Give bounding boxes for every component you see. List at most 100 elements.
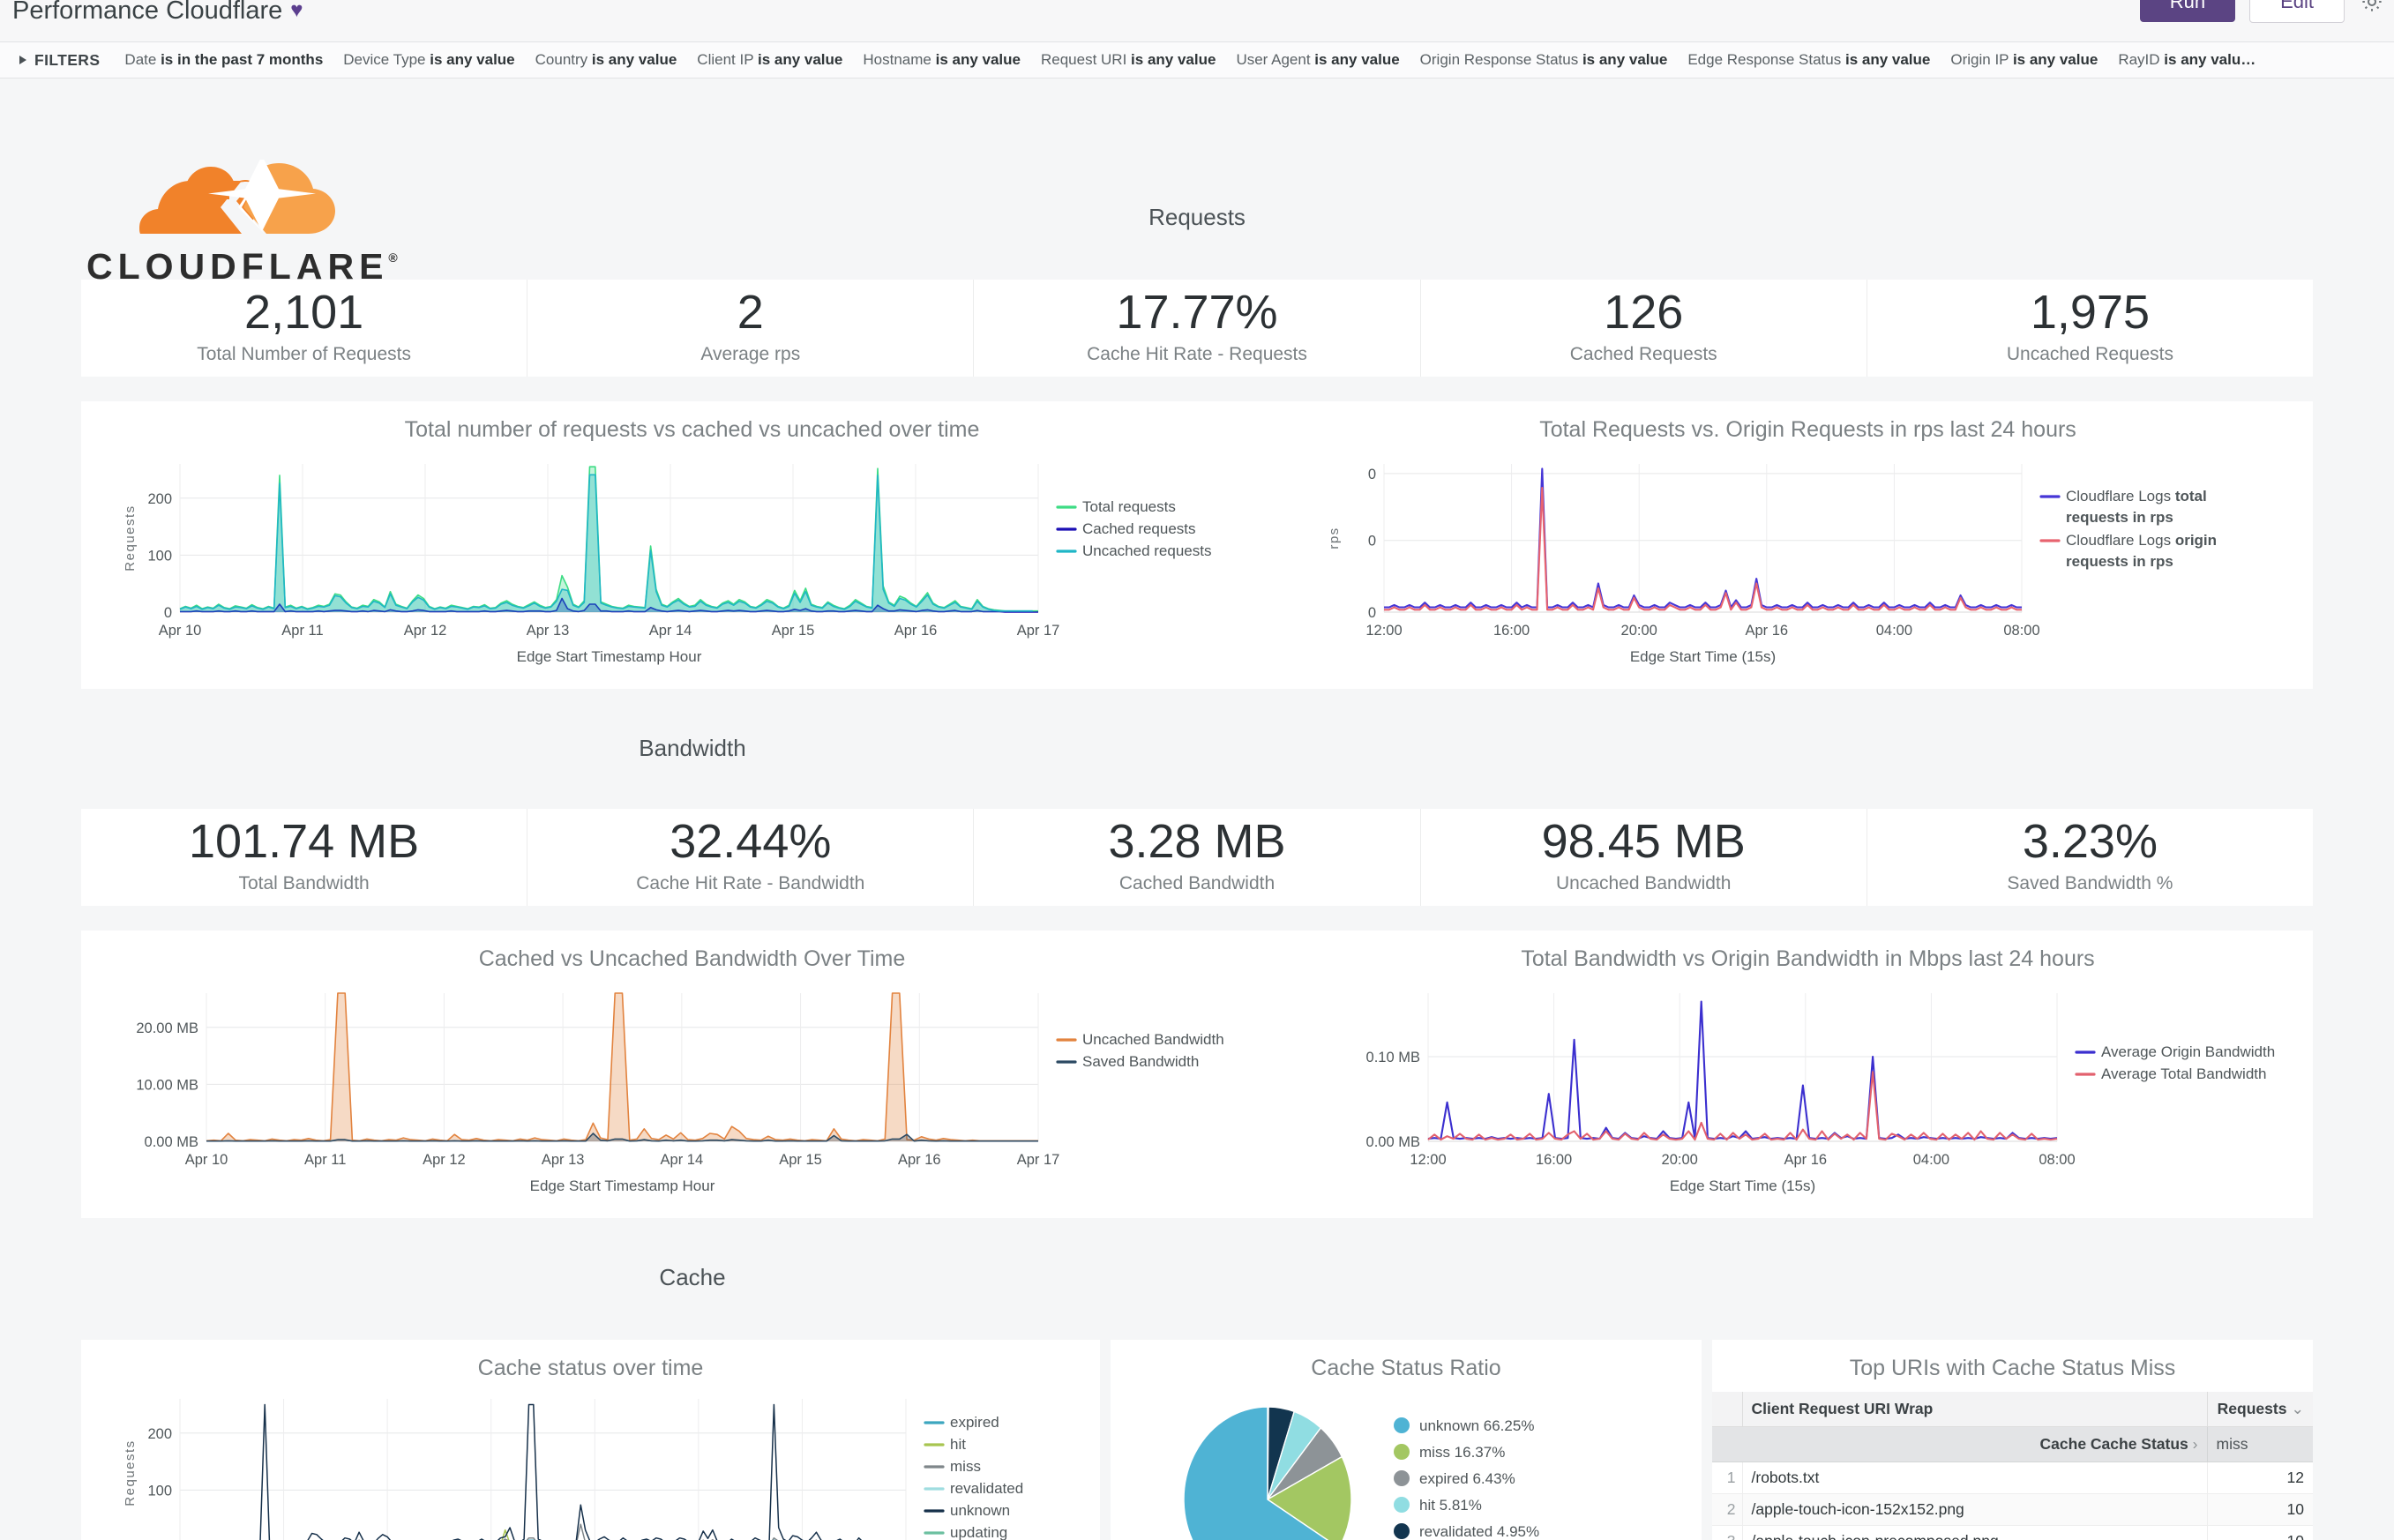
kpi-saved-bandwidth-pct: 3.23% Saved Bandwidth % [1867, 809, 2314, 906]
filter-date[interactable]: Date is in the past 7 months [124, 51, 323, 69]
section-title-cache: Cache [659, 1264, 726, 1290]
filter-name: Origin Response Status [1419, 51, 1579, 68]
svg-text:16:00: 16:00 [1493, 623, 1530, 639]
column-header-uri[interactable]: Client Request URI Wrap [1742, 1392, 2207, 1427]
svg-text:Average Total Bandwidth: Average Total Bandwidth [2101, 1065, 2266, 1082]
kpi-uncached-bandwidth: 98.45 MB Uncached Bandwidth [1420, 809, 1867, 906]
svg-text:unknown 66.25%: unknown 66.25% [1419, 1417, 1534, 1434]
chart-tile-requests-over-time[interactable]: Total number of requests vs cached vs un… [81, 401, 1303, 689]
top-bar-actions: Run Edit [2139, 0, 2385, 23]
svg-text:Apr 15: Apr 15 [772, 623, 815, 639]
chart-area[interactable]: 0 0 0 12:00 16:00 20:00 Apr 16 04:00 08:00 Edge S… [1303, 443, 2313, 681]
table-row[interactable]: 1 /robots.txt 12 [1712, 1462, 2313, 1494]
table-row[interactable]: 2 /apple-touch-icon-152x152.png 10 [1712, 1493, 2313, 1526]
chart-area[interactable]: 0.00 MB 10.00 MB 20.00 MB Apr 10 Apr 11 Apr 1… [81, 972, 1303, 1210]
kpi-average-rps: 2 Average rps [527, 280, 975, 377]
svg-text:Apr 10: Apr 10 [185, 1152, 228, 1168]
kpi-label: Uncached Requests [2006, 344, 2173, 365]
chart-svg-bandwidth-over-time: 0.00 MB 10.00 MB 20.00 MB Apr 10 Apr 11 Apr 1… [136, 992, 1224, 1194]
svg-text:Apr 16: Apr 16 [1784, 1152, 1827, 1168]
row-index: 3 [1712, 1525, 1743, 1540]
svg-text:Cloudflare Logs origin: Cloudflare Logs origin [2066, 532, 2217, 549]
filter-device-type[interactable]: Device Type is any value [343, 51, 514, 69]
chart-tile-bandwidth-mbps-24h[interactable]: Total Bandwidth vs Origin Bandwidth in M… [1303, 931, 2313, 1218]
kpi-label: Cache Hit Rate - Requests [1087, 344, 1307, 365]
svg-text:Apr 16: Apr 16 [898, 1152, 941, 1168]
svg-text:0: 0 [1368, 467, 1376, 482]
run-button[interactable]: Run [2139, 0, 2236, 22]
chart-tile-bandwidth-over-time[interactable]: Cached vs Uncached Bandwidth Over Time 0… [81, 931, 1303, 1218]
filter-name: Request URI [1040, 51, 1127, 68]
kpi-value: 101.74 MB [189, 814, 420, 868]
filter-hostname[interactable]: Hostname is any value [863, 51, 1021, 69]
svg-text:20:00: 20:00 [1662, 1152, 1698, 1168]
svg-text:Uncached Bandwidth: Uncached Bandwidth [1082, 1031, 1224, 1048]
gear-icon[interactable] [2359, 0, 2385, 15]
svg-text:08:00: 08:00 [2003, 623, 2039, 639]
chart-title: Total Bandwidth vs Origin Bandwidth in M… [1521, 946, 2095, 971]
svg-text:requests in rps: requests in rps [2066, 553, 2173, 570]
cell-uri: /robots.txt [1742, 1462, 2207, 1494]
filter-origin-ip[interactable]: Origin IP is any value [1950, 51, 2098, 69]
chart-title: Total Requests vs. Origin Requests in rp… [1539, 417, 2076, 442]
kpi-cached-bandwidth: 3.28 MB Cached Bandwidth [974, 809, 1421, 906]
chart-title: Total number of requests vs cached vs un… [404, 417, 980, 442]
cell-uri: /apple-touch-icon-precomposed.png [1742, 1525, 2207, 1540]
kpi-cache-hit-rate-bandwidth: 32.44% Cache Hit Rate - Bandwidth [527, 809, 975, 906]
svg-text:20.00 MB: 20.00 MB [136, 1020, 198, 1036]
registered-mark: ® [388, 250, 398, 265]
filter-value: is any value [1844, 51, 1931, 68]
cell-requests: 12 [2206, 1462, 2313, 1494]
svg-text:0: 0 [164, 605, 172, 621]
svg-text:miss: miss [950, 1458, 981, 1475]
filter-value: is any value [591, 51, 677, 68]
chart-area[interactable]: 0.00 MB 0.10 MB 12:00 16:00 20:00 Apr 16 04:00… [1303, 972, 2313, 1210]
kpi-cache-hit-rate-requests: 17.77% Cache Hit Rate - Requests [974, 280, 1421, 377]
heart-icon[interactable]: ♥ [290, 0, 303, 22]
svg-text:0.00 MB: 0.00 MB [1366, 1134, 1420, 1150]
svg-text:100: 100 [147, 548, 172, 564]
group-header-label[interactable]: Cache Cache Status › [1712, 1426, 2207, 1462]
row-index: 1 [1712, 1462, 1743, 1494]
column-header-requests[interactable]: Requests ⌄ [2206, 1392, 2313, 1427]
cell-requests: 10 [2206, 1493, 2313, 1526]
filters-toggle[interactable]: FILTERS [19, 51, 100, 70]
svg-text:Apr 11: Apr 11 [304, 1152, 346, 1168]
chart-tile-cache-status-ratio[interactable]: Cache Status Ratio unknown 66.25% miss 16… [1111, 1340, 1702, 1540]
filter-rayid[interactable]: RayID is any valu… [2118, 51, 2256, 69]
chart-area[interactable]: unknown 66.25% miss 16.37% expired 6.43% hi… [1111, 1381, 1702, 1540]
filter-user-agent[interactable]: User Agent is any value [1236, 51, 1399, 69]
filter-name: RayID [2118, 51, 2160, 68]
table-row[interactable]: 3 /apple-touch-icon-precomposed.png 10 [1712, 1525, 2313, 1540]
filter-edge-response-status[interactable]: Edge Response Status is any value [1687, 51, 1930, 69]
filter-request-uri[interactable]: Request URI is any value [1041, 51, 1216, 69]
svg-text:Apr 12: Apr 12 [423, 1152, 466, 1168]
filter-country[interactable]: Country is any value [535, 51, 677, 69]
chevron-right-icon: › [2192, 1435, 2198, 1453]
edit-button[interactable]: Edit [2249, 0, 2345, 23]
filter-origin-response-status[interactable]: Origin Response Status is any value [1420, 51, 1668, 69]
chart-svg-bandwidth-mbps-24h: 0.00 MB 0.10 MB 12:00 16:00 20:00 Apr 16 04:00… [1366, 993, 2275, 1194]
svg-text:0: 0 [1368, 605, 1376, 621]
filter-name: User Agent [1236, 51, 1311, 68]
cloudflare-cloud-icon [139, 160, 335, 235]
filter-value: is any value [2012, 51, 2098, 68]
svg-text:Saved Bandwidth: Saved Bandwidth [1082, 1053, 1199, 1070]
filter-value: is any value [1314, 51, 1400, 68]
kpi-value: 1,975 [2030, 285, 2150, 339]
table-tile-top-uris[interactable]: Top URIs with Cache Status Miss Cache Ca… [1712, 1340, 2313, 1540]
kpi-label: Average rps [700, 344, 801, 365]
chart-tile-requests-rps-24h[interactable]: Total Requests vs. Origin Requests in rp… [1303, 401, 2313, 689]
filter-client-ip[interactable]: Client IP is any value [697, 51, 842, 69]
cell-uri: /apple-touch-icon-152x152.png [1742, 1493, 2207, 1526]
cell-requests: 10 [2206, 1525, 2313, 1540]
chart-title: Cache status over time [477, 1356, 704, 1380]
row-index-header [1712, 1392, 1743, 1427]
svg-text:Apr 15: Apr 15 [779, 1152, 822, 1168]
kpi-value: 3.23% [2022, 814, 2158, 868]
svg-text:04:00: 04:00 [1876, 623, 1912, 639]
